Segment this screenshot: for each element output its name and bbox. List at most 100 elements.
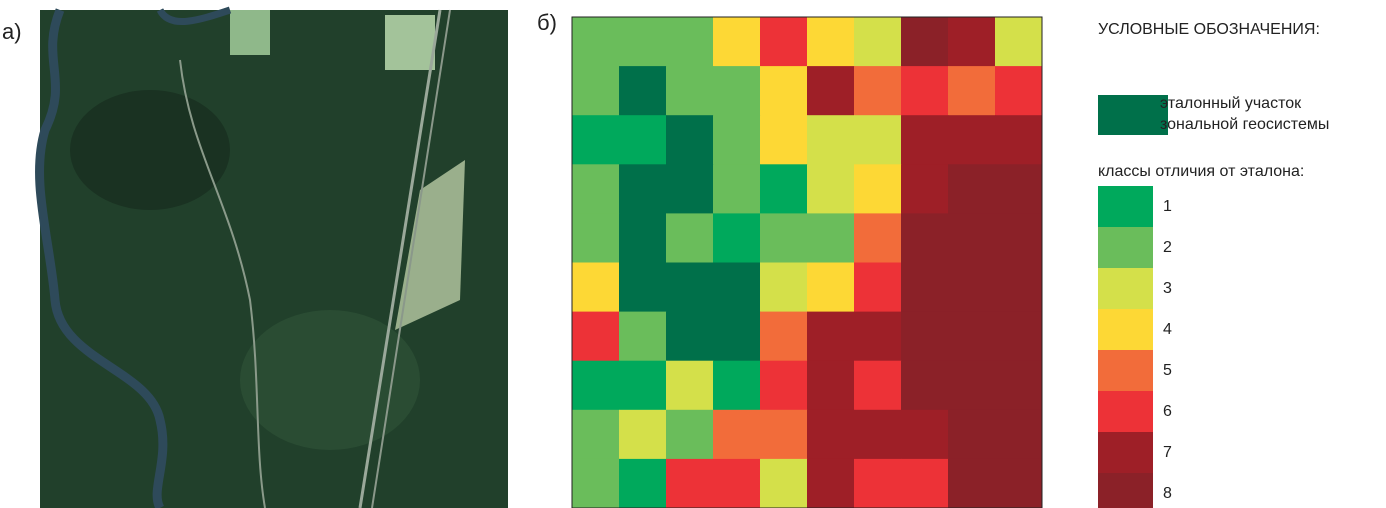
grid-cell [901, 17, 949, 67]
grid-cell [666, 263, 714, 313]
grid-cell [995, 115, 1043, 165]
grid-cell [854, 17, 902, 67]
grid-cell [807, 361, 855, 411]
grid-cell [854, 361, 902, 411]
grid-cell [807, 115, 855, 165]
grid-cell [854, 164, 902, 214]
grid-cell [995, 66, 1043, 116]
grid-cell [948, 312, 996, 362]
grid-cell [713, 410, 761, 460]
grid-cell [948, 17, 996, 67]
grid-cell [666, 115, 714, 165]
grid-cell [619, 17, 667, 67]
grid-cell [572, 410, 620, 460]
grid-cell [854, 263, 902, 313]
grid-cell [713, 263, 761, 313]
grid-cell [572, 164, 620, 214]
class-label: 2 [1163, 239, 1172, 256]
grid-cell [572, 17, 620, 67]
grid-cell [666, 459, 714, 508]
grid-cell [807, 66, 855, 116]
grid-cell [854, 213, 902, 263]
grid-cell [995, 312, 1043, 362]
class-label: 8 [1163, 485, 1172, 502]
reference-label: эталонный участок [1160, 95, 1302, 112]
grid-cell [572, 312, 620, 362]
class-label: 4 [1163, 321, 1172, 338]
reference-label: зональной геосистемы [1160, 116, 1329, 133]
grid-cell [619, 361, 667, 411]
grid-cell [760, 410, 808, 460]
grid-cell [666, 312, 714, 362]
grid-cell [901, 66, 949, 116]
grid-cell [995, 17, 1043, 67]
grid-cell [948, 115, 996, 165]
grid-cell [807, 312, 855, 362]
grid-cell [948, 164, 996, 214]
grid-cell [995, 410, 1043, 460]
grid-cell [760, 66, 808, 116]
grid-cell [901, 213, 949, 263]
grid-cell [995, 459, 1043, 508]
class-label: 6 [1163, 403, 1172, 420]
grid-cell [572, 213, 620, 263]
grid-cell [948, 459, 996, 508]
legend-title: УСЛОВНЫЕ ОБОЗНАЧЕНИЯ: [1098, 21, 1320, 38]
grid-cell [807, 263, 855, 313]
grid-cell [713, 66, 761, 116]
grid-cell [948, 410, 996, 460]
grid-cell [572, 115, 620, 165]
class-swatch [1098, 432, 1153, 473]
class-label: 1 [1163, 198, 1172, 215]
grid-cell [666, 17, 714, 67]
grid-cell [807, 164, 855, 214]
grid-cell [901, 115, 949, 165]
class-label: 5 [1163, 362, 1172, 379]
classes-title: классы отличия от эталона: [1098, 163, 1304, 180]
grid-cell [948, 213, 996, 263]
grid-cell [901, 459, 949, 508]
class-swatch [1098, 309, 1153, 350]
grid-cell [901, 361, 949, 411]
grid-cell [760, 115, 808, 165]
grid-cell [760, 361, 808, 411]
grid-cell [807, 17, 855, 67]
class-swatch [1098, 186, 1153, 227]
grid-cell [807, 459, 855, 508]
satellite-image [40, 10, 508, 508]
grid-cell [901, 164, 949, 214]
panel-label: б) [537, 10, 557, 35]
grid-cell [760, 17, 808, 67]
grid-cell [713, 115, 761, 165]
grid-cell [619, 66, 667, 116]
reference-swatch [1098, 95, 1168, 135]
class-label: 3 [1163, 280, 1172, 297]
grid-cell [760, 213, 808, 263]
grid-cell [572, 263, 620, 313]
grid-cell [666, 66, 714, 116]
grid-cell [619, 410, 667, 460]
grid-cell [760, 312, 808, 362]
grid-cell [760, 263, 808, 313]
grid-cell [854, 459, 902, 508]
grid-cell [854, 115, 902, 165]
grid-cell [807, 213, 855, 263]
grid-cell [619, 115, 667, 165]
class-swatch [1098, 268, 1153, 309]
grid-cell [995, 263, 1043, 313]
grid-cell [713, 17, 761, 67]
grid-cell [901, 312, 949, 362]
class-swatch [1098, 473, 1153, 508]
grid-cell [666, 213, 714, 263]
grid-cell [854, 410, 902, 460]
class-swatch [1098, 227, 1153, 268]
grid-cell [713, 361, 761, 411]
grid-cell [572, 66, 620, 116]
class-label: 7 [1163, 444, 1172, 461]
figure: а) б) УСЛОВНЫЕ ОБОЗНАЧЕНИЯ: эталонный уч… [0, 0, 1386, 508]
grid-cell [948, 361, 996, 411]
grid-cell [854, 66, 902, 116]
class-swatch [1098, 391, 1153, 432]
grid-cell [713, 312, 761, 362]
grid-cell [995, 361, 1043, 411]
